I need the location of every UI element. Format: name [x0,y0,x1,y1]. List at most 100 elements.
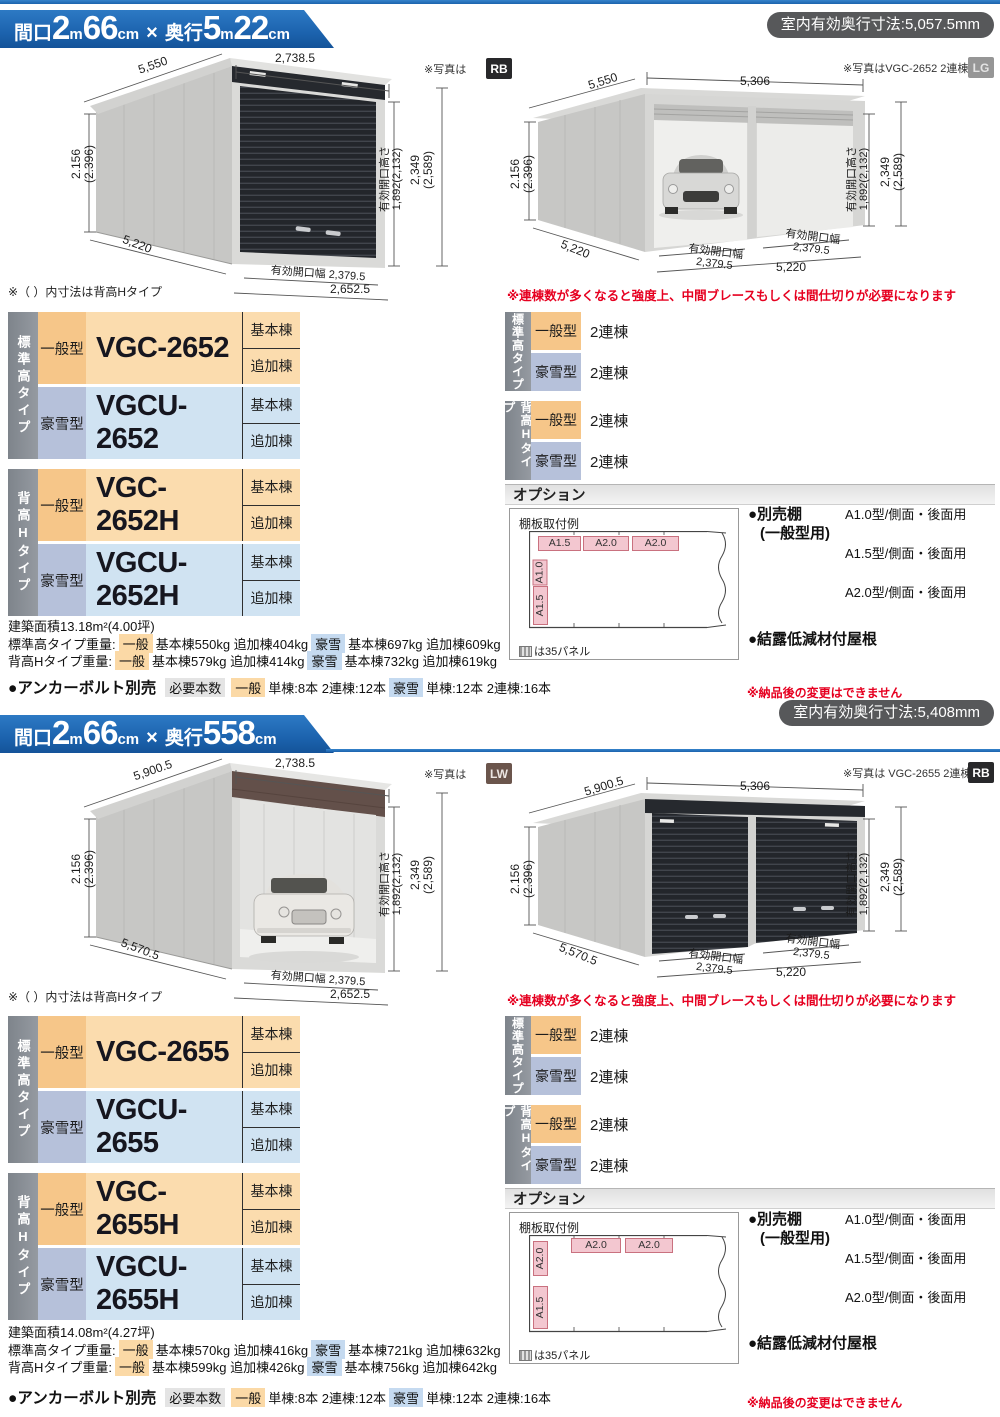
table-row: 豪雪型 VGCU-2655H 基本棟 追加棟 [38,1248,300,1320]
unit-cell: 基本棟 [243,544,300,581]
general-tag: 一般 [115,651,150,670]
color-badge: LW [486,763,512,784]
shelf-diagram-outline [529,531,727,629]
dim-height-right: 2,349 (2,589) [878,857,906,897]
banner-number: 5 [202,714,221,751]
table-row: 一般型 VGC-2655H 基本棟 追加棟 [38,1173,300,1245]
dim-top-width: 5,306 [739,779,771,793]
shelf-label: A1.5 [538,536,581,551]
unit-cell: 基本棟 [243,387,300,424]
dim-height-left: 2.156 (2.396) [508,859,536,899]
value-cell: 2連棟 [590,364,629,382]
unit-cell: 追加棟 [250,358,293,375]
heavy-snow-tag: 豪雪 [389,678,424,697]
heavy-snow-tag: 豪雪 [311,1340,346,1359]
car-photo [659,155,743,220]
delivery-note: ※納品後の変更はできません [747,686,903,700]
banner-number: 2 [52,9,70,46]
banner-number: 58 [220,714,255,751]
dim-bottom-width: 5,220 [775,260,807,274]
rento-row: 豪雪型 2連棟 [531,1057,647,1095]
model-cell: VGCU-2655H [86,1248,242,1320]
weight-line-standard: 標準高タイプ重量: 一般 基本棟570kg 追加棟416kg 豪雪 基本棟721kg 追… [8,1340,501,1359]
value-cell: 2連棟 [590,1116,629,1134]
shelf-label: A2.0 [583,536,629,551]
banner-unit: cm [254,731,277,748]
general-tag: 一般 [231,1388,266,1407]
general-tag: 一般 [118,1340,153,1359]
type-cell: 一般型 [38,1016,86,1088]
model-cell: VGC-2655H [86,1173,242,1245]
rento-row: 一般型 2連棟 [531,1016,647,1054]
type-cell: 一般型 [531,1105,581,1143]
options-header: オプション [505,1188,995,1209]
weight-line-high: 背高Hタイプ重量: 一般 基本棟599kg 追加棟426kg 豪雪 基本棟756kg 追… [8,1357,497,1376]
value-cell: 2連棟 [590,323,629,341]
shelf-example-title: 棚板取付例 [519,1221,580,1235]
rento-group-header: 標準高タイプ [505,1016,531,1095]
model-cell: VGC-2652H [86,469,242,541]
garage-drawing-double-open [524,72,907,273]
heavy-snow-tag: 豪雪 [307,651,342,670]
color-badge: LG [968,57,994,78]
paren-note: ※（ ）内寸法は背高Hタイプ [8,285,163,299]
dim-height-left: 2.156 (2.396) [69,144,97,184]
car-photo [249,874,359,963]
type-cell: 豪雪型 [38,387,86,459]
table-row: 豪雪型 VGCU-2652H 基本棟 追加棟 [38,544,300,616]
brace-warning: ※連棟数が多くなると強度上、中間ブレースもしくは間仕切りが必要になります [507,994,957,1008]
panel35-icon [519,1349,532,1361]
option-roof-item: ●結露低減材付屋根 [748,631,878,648]
rento-group-header: 背高Hタイプ [502,1105,533,1184]
rento-row: 豪雪型 2連棟 [531,1146,647,1184]
type-cell: 一般型 [38,312,86,384]
unit-cell: 基本棟 [243,312,300,349]
dim-height-right: 2,349 (2,589) [408,150,436,190]
banner-unit: m [220,26,234,43]
unit-cell: 追加棟 [250,1137,293,1154]
unit-cell: 基本棟 [243,1248,300,1285]
options-header: オプション [505,484,995,505]
size-banner-1: 間口 2 m 66 cm × 奥行 5 m 22 cm [0,10,334,48]
shelf-type: A1.0型/側面・後面用 [845,507,967,522]
value-cell: 2連棟 [590,412,629,430]
table-row: 一般型 VGC-2655 基本棟 追加棟 [38,1016,300,1088]
shelf-type: A1.5型/側面・後面用 [845,546,967,561]
value-cell: 2連棟 [590,1157,629,1175]
shelf-label: A1.5 [533,1286,548,1329]
dim-height-right: 2,349 (2,589) [878,152,906,192]
rento-group-header: 標準高タイプ [505,312,531,391]
option-shelf-item: ●別売棚 [748,506,803,523]
type-cell: 一般型 [531,401,581,439]
weight-line-standard: 標準高タイプ重量: 一般 基本棟550kg 追加棟404kg 豪雪 基本棟697kg 追… [8,634,501,653]
color-badge: RB [968,762,994,783]
size-banner-2: 間口 2 m 66 cm × 奥行 5 58 cm [0,715,334,753]
banner-label: 奥行 [164,23,203,44]
panel-note: は35パネル [519,643,590,659]
model-cell: VGCU-2652H [86,544,242,616]
shelf-example-title: 棚板取付例 [519,517,580,531]
option-roof-item: ●結露低減材付屋根 [748,1335,878,1352]
photo-note: ※写真はVGC-2652 2連棟 [843,63,969,75]
anchor-bolt-line: ●アンカーボルト別売 必要本数 一般 単棟:8本 2連棟:12本 豪雪 単棟:12本 2連… [8,1388,552,1407]
model-cell: VGCU-2652 [86,387,242,459]
rento-row: 一般型 2連棟 [531,401,647,439]
table-group-header: 背高Hタイプ [8,1173,38,1320]
unit-cell: 基本棟 [243,1091,300,1128]
rento-row: 一般型 2連棟 [531,312,647,350]
banner-unit: m [69,731,83,748]
banner-label: 奥行 [164,728,203,749]
banner-number: 66 [82,714,118,751]
panel35-icon [519,645,532,657]
banner-number: 5 [202,9,221,46]
panel-note: は35パネル [519,1347,590,1363]
type-cell: 一般型 [38,1173,86,1245]
type-cell: 一般型 [531,312,581,350]
table-group-header: 標準高タイプ [8,312,38,459]
type-cell: 豪雪型 [531,1146,581,1184]
type-cell: 豪雪型 [38,1248,86,1320]
rento-group-header: 背高Hタイプ [502,401,533,480]
dim-bottom-width: 2,652.5 [329,987,371,1001]
type-cell: 豪雪型 [531,353,581,391]
unit-cell: 追加棟 [250,515,293,532]
